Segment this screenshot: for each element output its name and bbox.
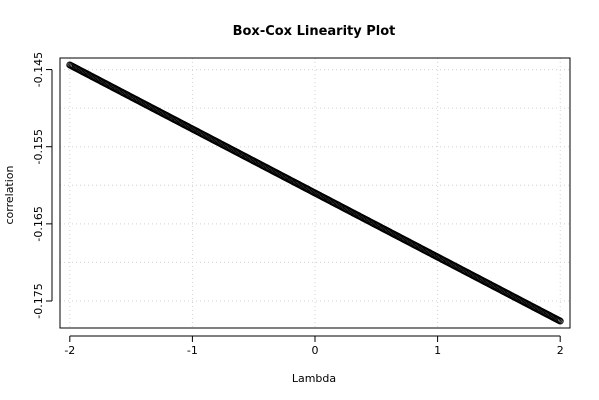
- y-tick-label: -0.145: [32, 52, 45, 87]
- x-tick-label: -1: [187, 344, 198, 357]
- data-points: [66, 61, 564, 325]
- data-point: [556, 317, 564, 325]
- x-tick-label: 1: [434, 344, 441, 357]
- plot-frame: [59, 57, 571, 329]
- x-tick-label: -2: [64, 344, 75, 357]
- y-tick-label: -0.165: [32, 206, 45, 241]
- chart-title: Box-Cox Linearity Plot: [233, 24, 396, 39]
- y-axis-label: correlation: [3, 165, 16, 224]
- y-tick-label: -0.175: [32, 283, 45, 318]
- y-tick-label: -0.155: [32, 129, 45, 164]
- x-axis: -2 -1 0 1 2: [64, 335, 564, 357]
- x-axis-label: Lambda: [292, 372, 336, 385]
- y-axis: -0.145 -0.155 -0.165 -0.175: [32, 52, 53, 319]
- x-tick-label: 0: [312, 344, 319, 357]
- x-tick-label: 2: [557, 344, 564, 357]
- grid: [60, 58, 570, 328]
